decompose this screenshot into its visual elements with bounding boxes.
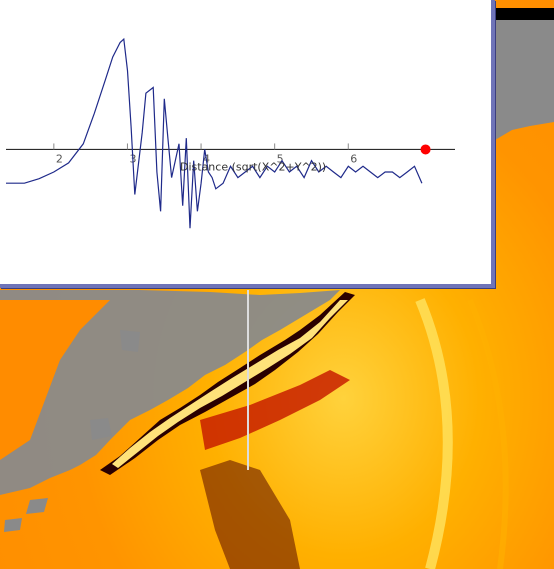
wave-ring	[415, 298, 453, 569]
land-left	[0, 290, 340, 495]
wave-ring-inner	[467, 298, 509, 569]
land-islands	[4, 330, 140, 532]
x-tick-label: 6	[350, 152, 357, 165]
land-top-right	[495, 20, 554, 140]
series-line	[6, 37, 423, 229]
ocean-left	[0, 300, 110, 460]
position-marker	[420, 144, 431, 155]
x-axis-label: Distance (sqrt(X^2+Y^2))	[180, 160, 326, 173]
x-tick-label: 5	[277, 152, 284, 165]
x-tick-label: 2	[56, 152, 63, 165]
wave-red-band	[200, 370, 350, 450]
wave-front-bright	[112, 300, 348, 468]
top-right-bar	[495, 8, 554, 20]
wave-trough	[200, 460, 300, 569]
